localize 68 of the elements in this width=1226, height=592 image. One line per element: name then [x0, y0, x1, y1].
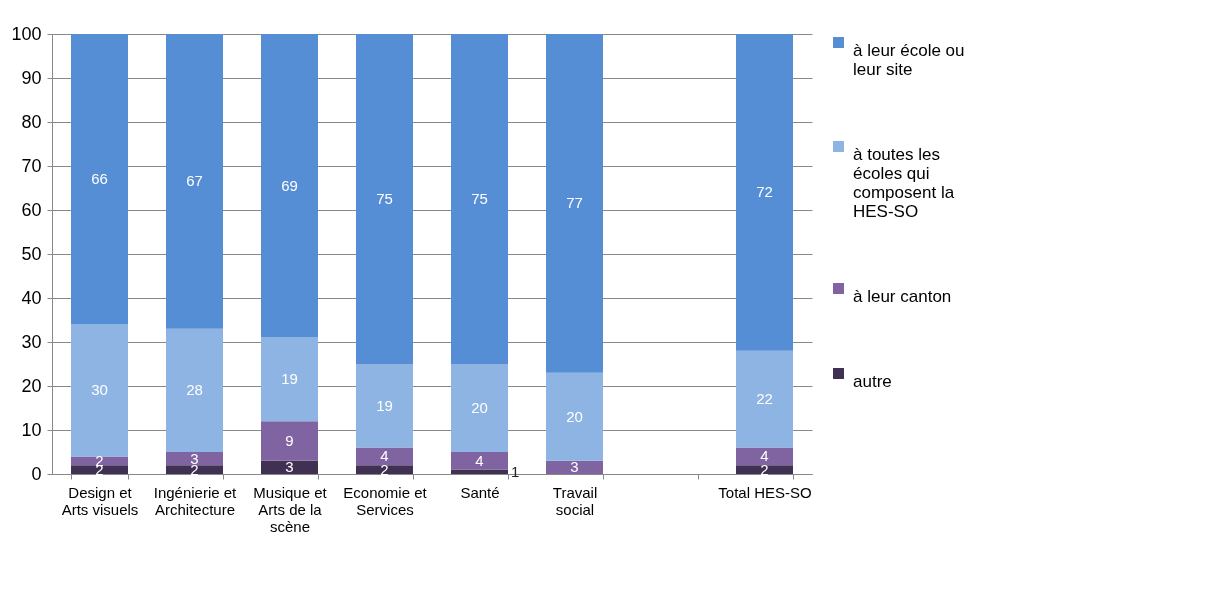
legend-label: autre	[853, 371, 892, 391]
bar	[261, 337, 318, 422]
bar	[451, 34, 508, 364]
y-tick-label: 100	[11, 23, 42, 44]
bar	[451, 452, 508, 470]
bar	[71, 34, 128, 325]
x-tick-label: Travail social	[552, 483, 598, 518]
data-label: 22	[756, 390, 773, 408]
bar	[736, 447, 793, 466]
y-tick-label: 20	[21, 375, 42, 396]
legend-label: à leur canton	[853, 286, 952, 306]
data-label: 72	[756, 183, 773, 201]
bar	[356, 364, 413, 448]
data-label: 3	[285, 458, 294, 476]
data-label: 77	[566, 194, 583, 212]
data-label: 3	[570, 458, 579, 476]
bar	[736, 465, 793, 474]
data-label: 20	[566, 407, 583, 425]
bar	[166, 452, 223, 466]
y-tick-label: 0	[31, 463, 42, 484]
x-tick-label: Santé	[460, 483, 500, 501]
legend-label: à toutes les écoles qui composent la HES-SO	[853, 144, 955, 221]
data-label: 20	[471, 399, 488, 416]
x-tick-label: Design et Arts visuels	[61, 483, 139, 518]
bar	[451, 469, 508, 474]
bar	[356, 34, 413, 364]
bar	[71, 324, 128, 457]
x-tick-label: Ingénierie et Architecture	[153, 483, 238, 518]
bar	[546, 34, 603, 373]
bar	[71, 465, 128, 474]
y-tick-label: 60	[21, 199, 42, 220]
x-tick-label: Musique et Arts de la scène	[253, 483, 328, 535]
bar	[356, 447, 413, 466]
data-label: 75	[376, 190, 393, 207]
x-tick-label: Economie et Services	[343, 483, 428, 518]
bar	[736, 34, 793, 351]
legend-label: à leur école ou leur site	[853, 40, 965, 79]
y-tick-label: 30	[21, 331, 42, 352]
data-label: 67	[186, 172, 203, 190]
bar	[546, 460, 603, 474]
y-tick-label: 50	[21, 243, 42, 264]
data-label: 19	[376, 396, 393, 414]
bar	[261, 34, 318, 338]
bar	[546, 372, 603, 461]
bar	[166, 328, 223, 452]
bar	[71, 456, 128, 466]
x-tick-label: Total HES-SO	[718, 483, 812, 501]
y-tick-label: 10	[21, 419, 42, 440]
bar	[166, 34, 223, 329]
data-label: 69	[281, 176, 298, 194]
data-label: 4	[475, 451, 484, 469]
bar	[451, 364, 508, 452]
data-label: 30	[91, 381, 108, 399]
bar	[261, 421, 318, 461]
bar	[261, 460, 318, 474]
data-label: 28	[186, 381, 203, 399]
bar	[166, 465, 223, 474]
data-label: 66	[91, 170, 108, 188]
bar	[736, 350, 793, 448]
y-tick-label: 70	[21, 155, 42, 176]
data-label: 19	[281, 370, 298, 388]
data-label: 9	[285, 432, 294, 449]
data-label: 75	[471, 190, 488, 207]
bar	[356, 465, 413, 474]
data-label: 1	[511, 462, 520, 480]
y-tick-label: 90	[21, 67, 42, 88]
y-tick-label: 40	[21, 287, 42, 308]
y-tick-label: 80	[21, 111, 42, 132]
